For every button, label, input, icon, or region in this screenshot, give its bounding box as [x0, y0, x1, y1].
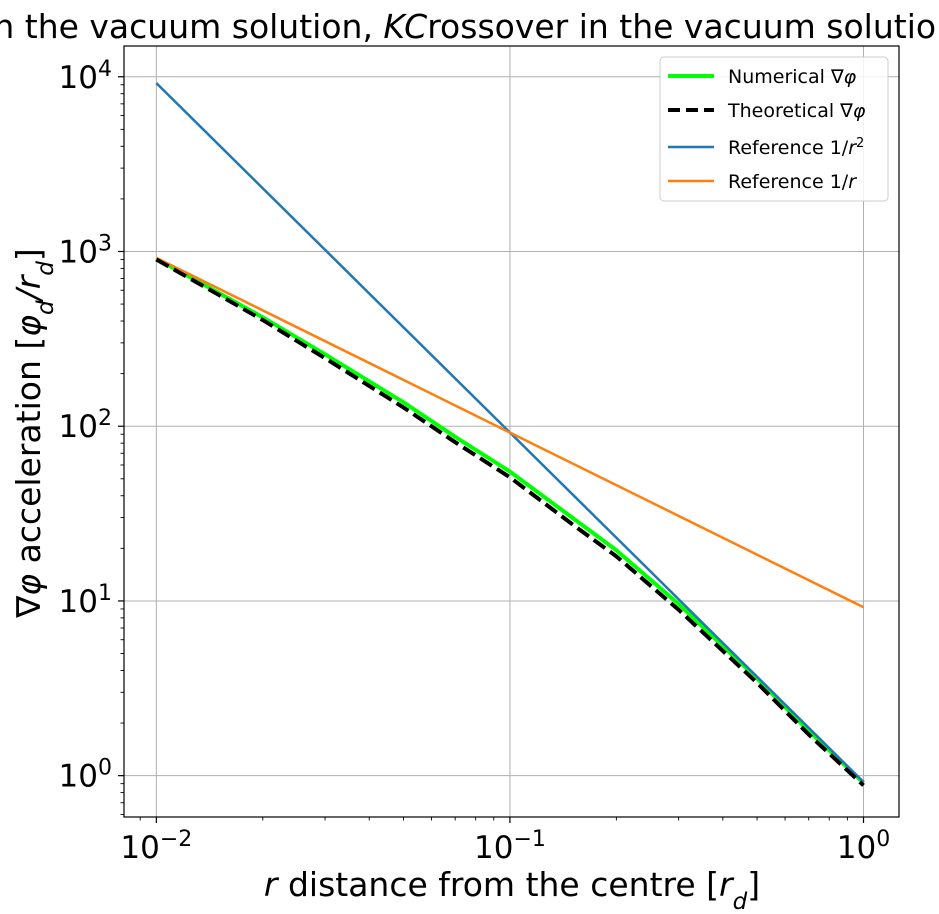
y-tick-label: 104 — [59, 56, 112, 96]
ylabel-end: ] — [9, 248, 48, 261]
series-line-1 — [155, 257, 865, 787]
y-tick-base: 10 — [59, 584, 98, 620]
y-tick-base: 10 — [59, 409, 98, 445]
x-tick-label: 10−2 — [120, 827, 192, 867]
title-part-1: Crossover in the vacuum solution, — [0, 7, 383, 46]
xlabel-sub: d — [733, 889, 748, 914]
xlabel-main: distance from the centre [ — [277, 865, 719, 904]
y-tick-base: 10 — [59, 759, 98, 795]
x-tick-exp: −2 — [160, 827, 192, 852]
legend-label-3: Reference 1/r — [728, 171, 857, 193]
ylabel-phi2: φ — [9, 315, 48, 337]
legend: Numerical ∇φ Theoretical ∇φ Reference 1/r2… — [659, 56, 889, 202]
x-tick-base: 10 — [837, 830, 876, 866]
xlabel-r-var-2: r — [719, 865, 735, 904]
legend-label-2: Reference 1/r2 — [728, 136, 864, 160]
x-tick-label: 10−1 — [474, 827, 546, 867]
xlabel-end: ] — [747, 865, 760, 904]
series-line-3 — [155, 256, 865, 609]
title-k-var: K — [383, 7, 407, 46]
x-tick-label: 100 — [837, 827, 890, 867]
ylabel-phi: φ — [9, 574, 48, 596]
y-tick-label: 102 — [59, 406, 112, 446]
x-tick-exp: −1 — [513, 827, 545, 852]
y-tick-exp: 2 — [98, 406, 112, 431]
y-tick-exp: 4 — [98, 56, 112, 81]
chart-title: Crossover in the vacuum solution, KCross… — [0, 7, 939, 46]
legend-box — [659, 56, 889, 202]
y-tick-label: 101 — [59, 580, 112, 620]
y-axis-label: ∇φ acceleration [φd/rd] — [9, 248, 59, 619]
legend-label-0: Numerical ∇φ — [728, 66, 857, 88]
series-layer — [155, 82, 865, 787]
x-tick-exp: 0 — [876, 827, 890, 852]
legend-label-1: Theoretical ∇φ — [727, 100, 866, 122]
x-axis-label: r distance from the centre [rd] — [264, 865, 760, 914]
x-tick-base: 10 — [120, 830, 159, 866]
x-tick-base: 10 — [474, 830, 513, 866]
y-tick-label: 103 — [59, 231, 112, 271]
ylabel-sub2: d — [33, 261, 59, 276]
ylabel-nabla: ∇ — [9, 595, 48, 619]
y-tick-exp: 1 — [98, 580, 112, 605]
y-tick-base: 10 — [59, 60, 98, 96]
ylabel-r: r — [9, 273, 48, 289]
y-tick-base: 10 — [59, 234, 98, 270]
title-part-3: rossover in the vacuum solution, K = 0.1… — [427, 7, 939, 46]
y-tick-exp: 0 — [98, 755, 112, 780]
xlabel-r-var: r — [264, 865, 280, 904]
ylabel-sub1: d — [33, 300, 59, 315]
y-tick-exp: 3 — [98, 231, 112, 256]
plot-frame — [123, 45, 900, 818]
y-tick-label: 100 — [59, 755, 112, 795]
title-c-var: C — [404, 7, 427, 46]
ylabel-main: acceleration [ — [9, 337, 48, 574]
ylabel-slash: / — [9, 285, 48, 303]
